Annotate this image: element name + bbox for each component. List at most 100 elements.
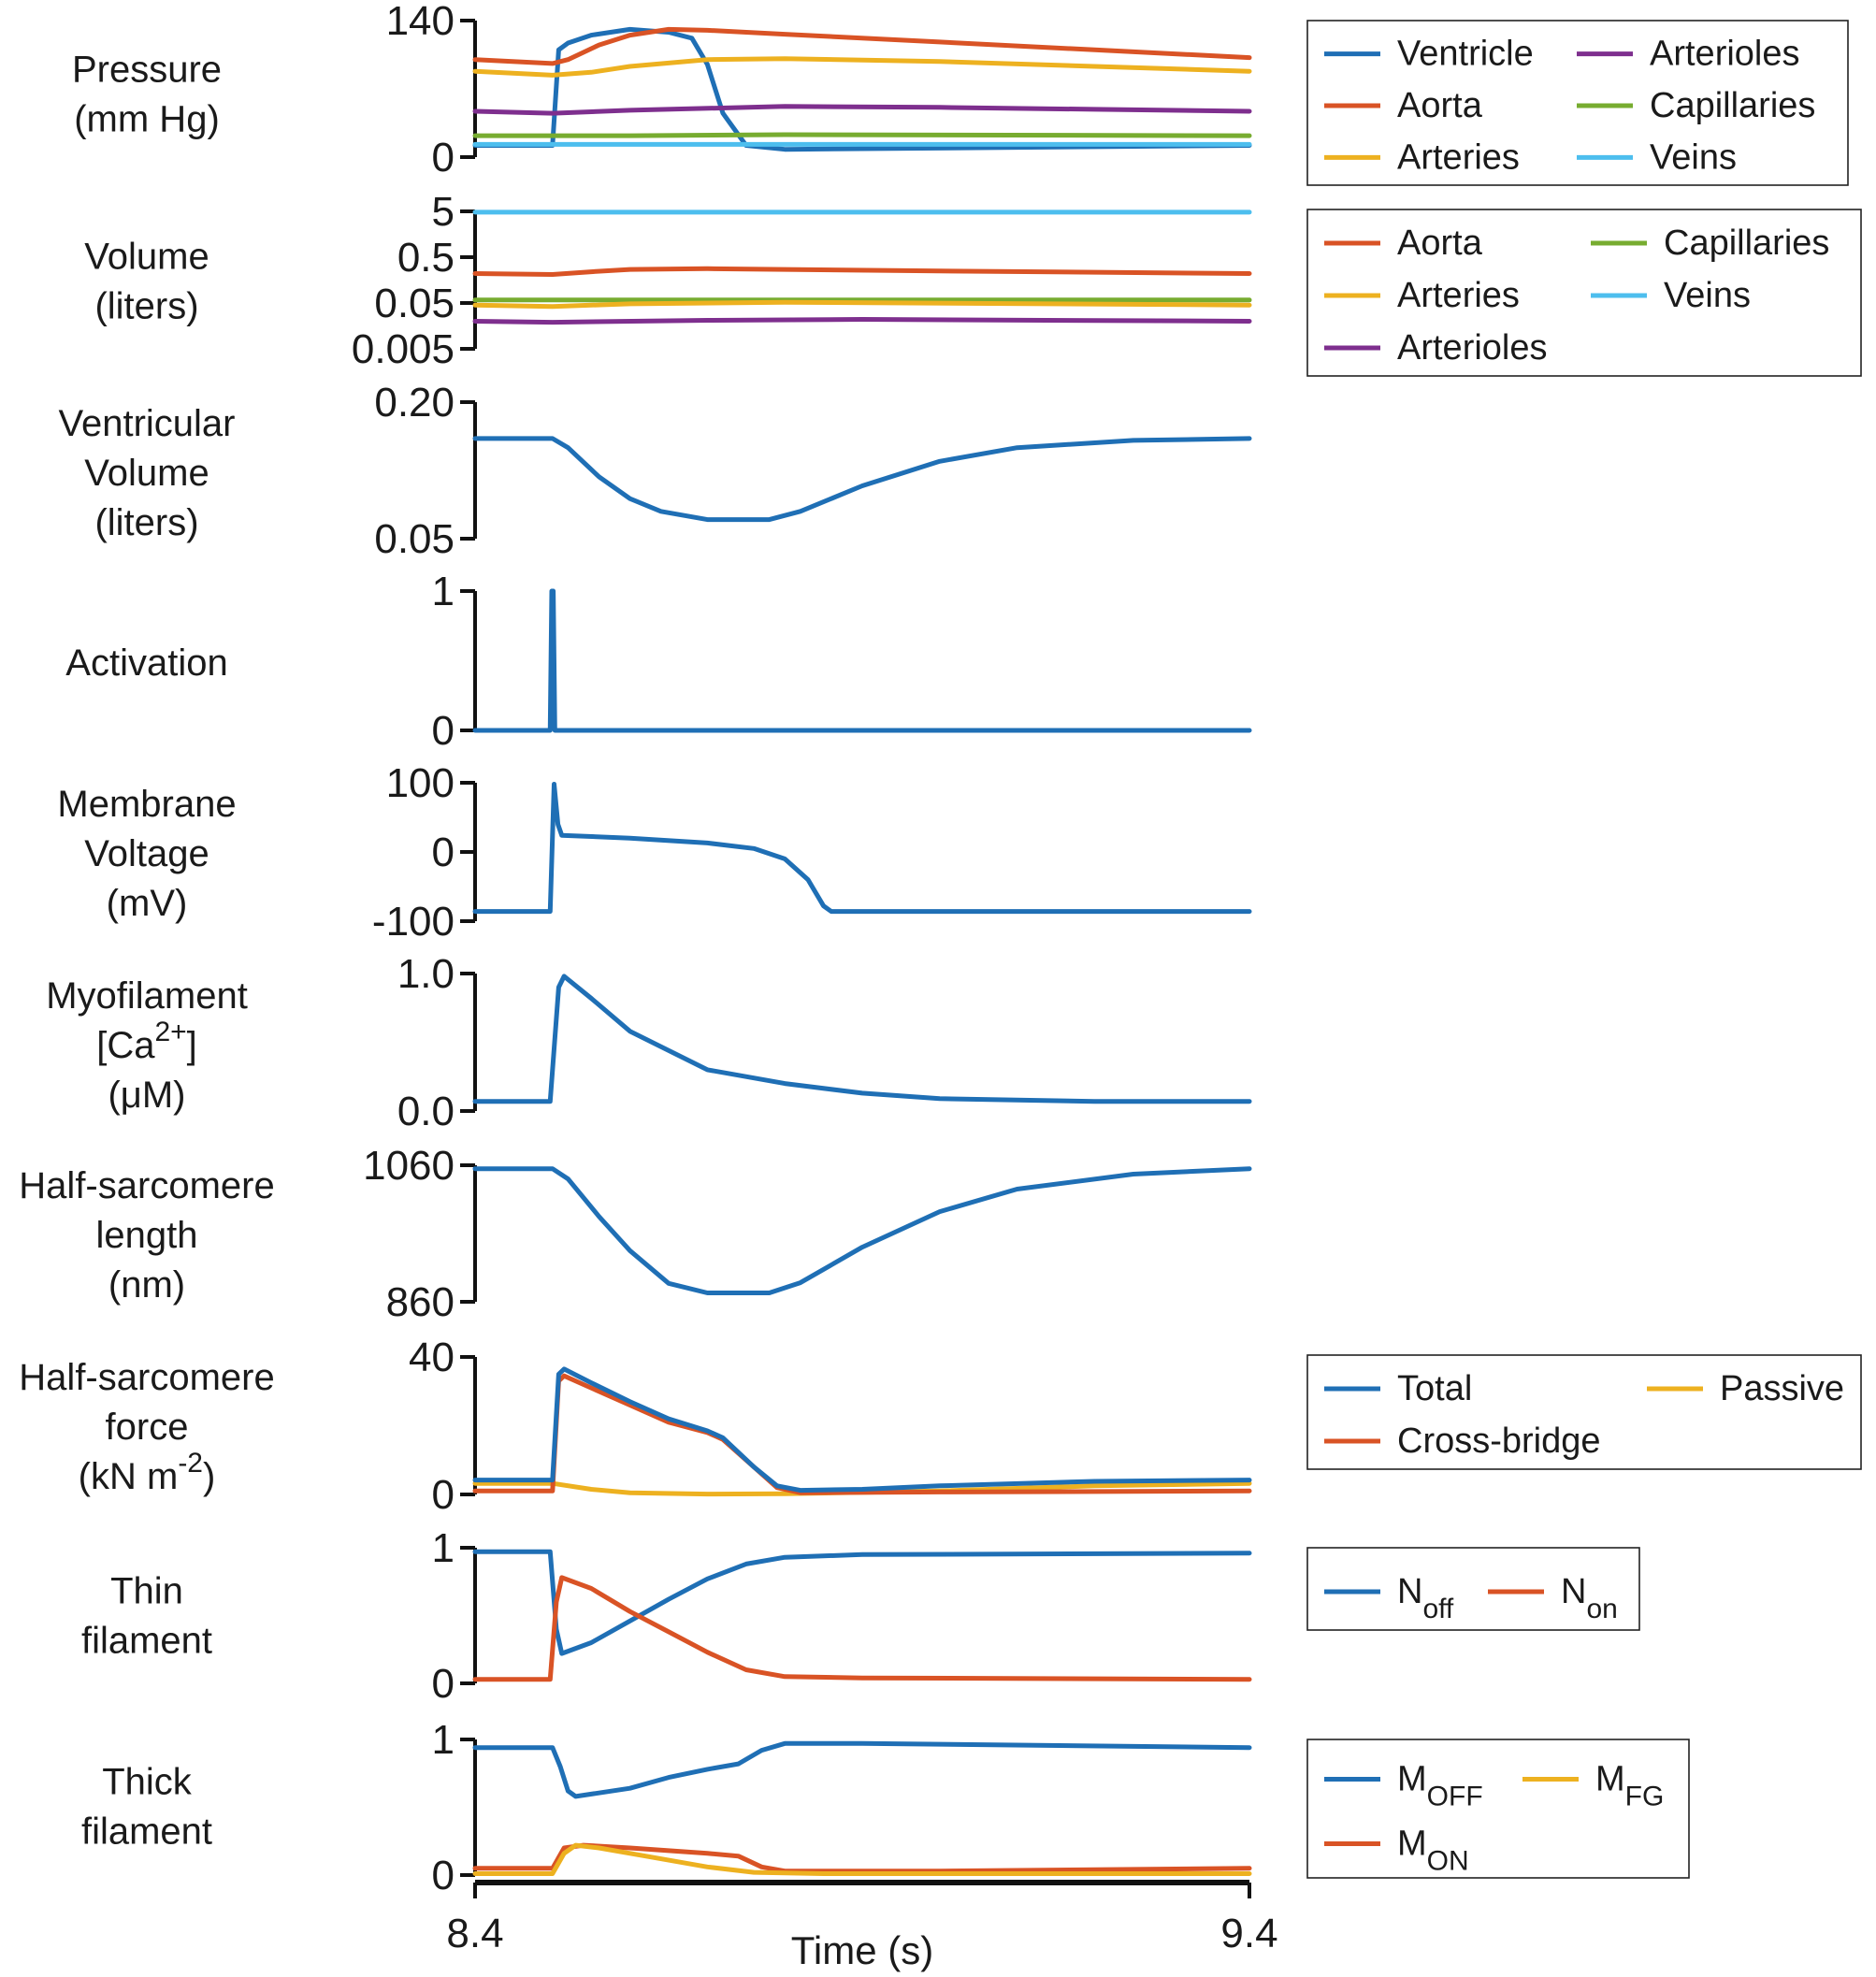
legend-label-noff: Noff — [1397, 1572, 1454, 1624]
x-axis: 8.4 9.4 Time (s) — [446, 1880, 1278, 1972]
series-line-mfg — [472, 1842, 1252, 1876]
x-axis-label: Time (s) — [791, 1928, 933, 1972]
legend-label-passive: Passive — [1720, 1369, 1844, 1408]
panel-ylabel-line: (mV) — [107, 883, 188, 924]
y-tick-label: 100 — [386, 760, 455, 806]
y-tick-label: 1 — [432, 1717, 455, 1763]
panel-ylabel-line: (liters) — [94, 502, 198, 543]
panel-ylabel-line: Voltage — [84, 833, 209, 874]
series-line-arterioles — [472, 317, 1252, 325]
y-tick-label: 0 — [432, 830, 455, 875]
legend-label-aorta: Aorta — [1397, 86, 1483, 125]
series-line-capillaries — [472, 132, 1252, 138]
panel-ylabel-line: (mm Hg) — [74, 99, 220, 140]
panel-ylabel-line: length — [96, 1215, 198, 1256]
y-tick-label: 140 — [386, 0, 455, 44]
panel-ylabel-line: Activation — [65, 642, 227, 684]
panel-ylabel-line: Pressure — [72, 50, 222, 91]
legend-label-cross-bridge: Cross-bridge — [1397, 1421, 1601, 1461]
panel-pressure: 140 0 Pressure (mm Hg) Ventricle Aorta Arterie… — [72, 0, 1849, 186]
legend-box — [1306, 1739, 1690, 1879]
panel-ylabel-line: (nm) — [108, 1264, 185, 1306]
y-tick-label: 0 — [432, 708, 455, 754]
series-line-aorta — [472, 266, 1252, 277]
legend-thin_filament: Noff Non — [1306, 1547, 1640, 1631]
y-tick-label: 40 — [409, 1335, 455, 1380]
panel-ylabel-line: Ventricular — [59, 403, 236, 444]
legend-volume: Aorta Arteries Arterioles Capillaries Veins — [1306, 209, 1862, 377]
panel-ylabel-line: (kN m-2) — [79, 1448, 216, 1497]
y-tick-label: 0.005 — [352, 326, 455, 372]
legend-label-ventricle: Ventricle — [1397, 35, 1534, 74]
legend-label-total: Total — [1397, 1369, 1472, 1408]
y-tick-label: 1 — [432, 1525, 455, 1571]
legend-label-capillaries: Capillaries — [1664, 224, 1829, 263]
y-tick-label: 0 — [432, 1661, 455, 1707]
legend-label-arteries: Arteries — [1397, 137, 1520, 177]
legend-label-arterioles: Arterioles — [1650, 35, 1800, 74]
series-line-noff — [472, 1549, 1252, 1656]
panel-ylabel-line: Half-sarcomere — [19, 1165, 274, 1206]
series-line-half-sarcomere-length — [472, 1166, 1252, 1295]
y-tick-label: 0.0 — [397, 1089, 455, 1134]
legend-thick_filament: MOFF MON MFG — [1306, 1739, 1690, 1879]
legend-label-veins: Veins — [1664, 276, 1751, 315]
y-tick-label: 1 — [432, 569, 455, 614]
panel-ylabel-line: filament — [81, 1811, 212, 1853]
panel-ylabel-line: Volume — [84, 453, 209, 494]
series-line-ventricular-volume — [472, 436, 1252, 523]
panel-ylabel-line: force — [106, 1407, 189, 1448]
legend-hs_force: Total Cross-bridge Passive — [1306, 1354, 1862, 1470]
legend-label-moff: MOFF — [1397, 1760, 1483, 1812]
y-tick-label: 0.05 — [374, 516, 455, 562]
legend-box — [1306, 209, 1862, 377]
panel-membrane_voltage: 100 0 -100 Membrane Voltage (mV) — [57, 760, 1252, 945]
legend-label-arteries: Arteries — [1397, 276, 1520, 315]
legend-label-capillaries: Capillaries — [1650, 86, 1815, 125]
panel-activation: 1 0 Activation — [65, 569, 1252, 754]
y-tick-label: 1060 — [363, 1143, 455, 1189]
series-line-passive — [472, 1480, 1252, 1497]
legend-box — [1306, 1354, 1862, 1470]
series-line-mon — [472, 1842, 1252, 1874]
y-tick-label: 1.0 — [397, 951, 455, 997]
series-line-cross-bridge — [472, 1373, 1252, 1495]
y-tick-label: 0.20 — [374, 380, 455, 426]
legend-label-veins: Veins — [1650, 137, 1737, 177]
panel-ylabel-line: filament — [81, 1621, 212, 1662]
panel-hs_force: 40 0 Half-sarcomere force(kN m-2) Total Cross… — [19, 1335, 1862, 1518]
panel-thin_filament: 1 0 Thin filament Noff Non — [81, 1525, 1640, 1707]
y-tick-label: 0 — [432, 135, 455, 180]
legend-label-arterioles: Arterioles — [1397, 328, 1548, 368]
panel-ylabel-line: Thick — [102, 1762, 193, 1803]
panel-ylabel-line: (liters) — [94, 286, 198, 327]
y-tick-label: 0 — [432, 1472, 455, 1518]
legend-label-mon: MON — [1397, 1825, 1469, 1877]
y-tick-label: 5 — [432, 189, 455, 235]
legend-box — [1306, 1547, 1640, 1631]
panel-thick_filament: 1 0 Thick filament MOFF MON MFG — [81, 1717, 1690, 1898]
panel-myofilament_ca: 1.0 0.0 Myofilament[Ca2+] (μM) — [46, 951, 1252, 1134]
series-line-non — [472, 1575, 1252, 1682]
series-line-ca2 — [472, 974, 1252, 1104]
y-tick-label: 0.05 — [374, 281, 455, 326]
series-line-moff — [472, 1740, 1252, 1799]
panel-ylabel-line: Thin — [110, 1571, 183, 1612]
y-tick-label: 0.5 — [397, 235, 455, 281]
panel-ylabel-line: Membrane — [57, 784, 236, 825]
y-tick-label: -100 — [372, 899, 455, 945]
x-tick-label-end: 9.4 — [1220, 1911, 1277, 1956]
panel-hs_length: 1060 860 Half-sarcomere length (nm) — [19, 1143, 1252, 1325]
legend-label-aorta: Aorta — [1397, 224, 1483, 263]
legend-label-mfg: MFG — [1595, 1760, 1664, 1812]
panel-ylabel-line: [Ca2+] — [96, 1017, 197, 1066]
x-tick-label-start: 8.4 — [446, 1911, 503, 1956]
legend-label-non: Non — [1561, 1572, 1618, 1624]
series-line-total — [472, 1366, 1252, 1494]
series-line-membrane-voltage — [472, 782, 1252, 915]
panel-volume: 50.50.050.005 Volume (liters) Aorta Arteries… — [84, 189, 1862, 377]
panel-ylabel-line: Myofilament — [46, 975, 248, 1017]
series-line-arteries — [472, 56, 1252, 78]
